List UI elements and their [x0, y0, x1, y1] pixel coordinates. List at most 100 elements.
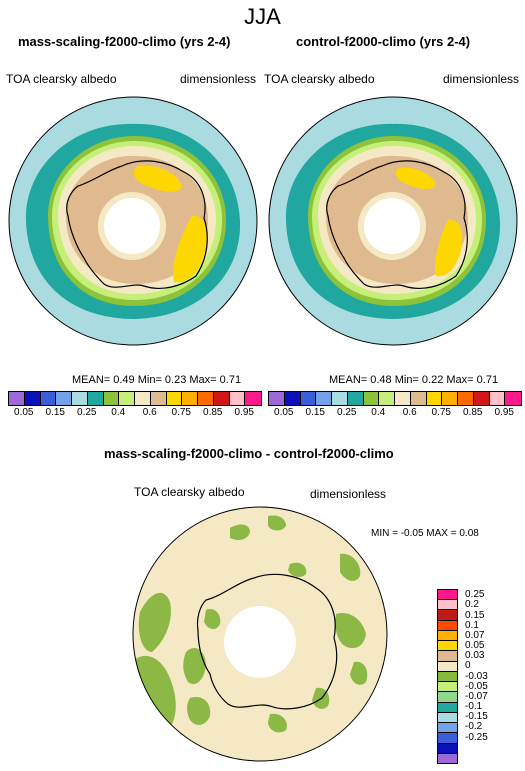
- colorbar-swatch: [438, 630, 457, 642]
- colorbar-tick-label: 0.15: [45, 407, 65, 418]
- colorbar-tick-label: 0.2: [465, 599, 479, 611]
- diff-colorbar: [437, 589, 458, 764]
- colorbar-swatch: [182, 392, 198, 405]
- diff-map-border: [132, 506, 388, 762]
- colorbar-tick-label: -0.2: [465, 721, 483, 733]
- colorbar-swatch: [473, 392, 490, 405]
- map-high-albedo-1: [395, 167, 436, 189]
- map-border: [8, 96, 258, 346]
- colorbar-swatch: [245, 392, 261, 405]
- colorbar-swatch: [198, 392, 214, 405]
- map-pole-hole: [104, 198, 160, 254]
- colorbar-swatch: [87, 392, 104, 405]
- colorbar-swatch: [213, 392, 230, 405]
- colorbar-swatch: [438, 743, 457, 754]
- diff-negative-patches: [133, 515, 368, 733]
- colorbar-tick-label: 0.05: [274, 407, 294, 418]
- colorbar-swatch: [135, 392, 151, 405]
- map-high-albedo-2: [173, 215, 208, 283]
- colorbar-swatch: [438, 651, 457, 662]
- colorbar-tick-label: 0: [465, 660, 471, 672]
- colorbar-tick-label: 0.75: [171, 407, 191, 418]
- diff-pole-hole: [224, 606, 296, 678]
- map-pole-hole: [364, 198, 420, 254]
- colorbar-swatch: [40, 392, 57, 405]
- right-panel-title: control-f2000-climo (yrs 2-4): [296, 34, 471, 49]
- colorbar-swatch: [410, 392, 427, 405]
- colorbar-tick-label: -0.15: [465, 711, 488, 723]
- colorbar-swatch: [284, 392, 301, 405]
- colorbar-tick-label: 0.25: [337, 407, 357, 418]
- colorbar-tick-label: 0.25: [77, 407, 97, 418]
- colorbar-tick-label: 0.15: [305, 407, 325, 418]
- left-stats: MEAN= 0.49 Min= 0.23 Max= 0.71: [72, 374, 242, 386]
- colorbar-swatch: [438, 620, 457, 631]
- colorbar-swatch: [438, 682, 457, 693]
- right-colorbar-ticks: 0.05 0.15 0.25 0.4 0.6 0.75 0.85 0.95: [268, 407, 520, 419]
- colorbar-swatch: [458, 392, 474, 405]
- right-units-label: dimensionless: [443, 72, 520, 86]
- season-title: JJA: [244, 4, 281, 29]
- colorbar-swatch: [438, 692, 457, 703]
- colorbar-tick-label: 0.85: [203, 407, 223, 418]
- colorbar-tick-label: -0.25: [465, 731, 488, 743]
- colorbar-tick-label: 0.05: [14, 407, 34, 418]
- diff-map-coastline: [196, 573, 338, 710]
- right-stats: MEAN= 0.48 Min= 0.22 Max= 0.71: [329, 374, 499, 386]
- map-antarctica-coastline: [326, 160, 468, 289]
- colorbar-swatch: [379, 392, 395, 405]
- colorbar-swatch: [426, 392, 443, 405]
- diff-units-label: dimensionless: [310, 487, 387, 501]
- colorbar-tick-label: 0.95: [234, 407, 254, 418]
- diff-panel-title: mass-scaling-f2000-climo - control-f2000…: [104, 446, 394, 461]
- colorbar-swatch: [72, 392, 88, 405]
- colorbar-swatch: [442, 392, 458, 405]
- colorbar-tick-label: -0.1: [465, 701, 483, 713]
- map-high-albedo-2: [434, 219, 463, 277]
- left-units-label: dimensionless: [180, 72, 257, 86]
- diff-colorbar-ticks: 0.25 0.2 0.15 0.1 0.07 0.05 0.03 0 -0.03 -0.05 -0.…: [465, 589, 505, 762]
- colorbar-tick-label: -0.05: [465, 680, 488, 692]
- colorbar-swatch: [438, 723, 457, 734]
- colorbar-swatch: [269, 392, 285, 405]
- colorbar-swatch: [438, 600, 457, 611]
- colorbar-swatch: [438, 733, 457, 744]
- colorbar-swatch: [24, 392, 41, 405]
- left-polar-map: [8, 96, 258, 346]
- colorbar-swatch: [438, 702, 457, 713]
- colorbar-swatch: [56, 392, 72, 405]
- colorbar-swatch: [438, 610, 457, 621]
- colorbar-swatch: [150, 392, 167, 405]
- colorbar-swatch: [438, 590, 457, 601]
- map-high-albedo-1: [133, 165, 182, 192]
- colorbar-tick-label: 0.75: [431, 407, 451, 418]
- colorbar-swatch: [9, 392, 25, 405]
- colorbar-swatch: [300, 392, 317, 405]
- colorbar-tick-label: 0.85: [463, 407, 483, 418]
- colorbar-tick-label: 0.25: [465, 589, 485, 601]
- right-colorbar: [268, 391, 522, 406]
- diff-minmax: MIN = -0.05 MAX = 0.08: [371, 528, 479, 539]
- colorbar-swatch: [489, 392, 506, 405]
- colorbar-swatch: [347, 392, 364, 405]
- left-field-label: TOA clearsky albedo: [6, 72, 117, 86]
- colorbar-swatch: [119, 392, 135, 405]
- colorbar-tick-label: -0.03: [465, 670, 488, 682]
- colorbar-tick-label: 0.4: [371, 407, 386, 418]
- colorbar-swatch: [332, 392, 348, 405]
- colorbar-swatch: [438, 671, 457, 683]
- colorbar-swatch: [103, 392, 120, 405]
- left-panel-title: mass-scaling-f2000-climo (yrs 2-4): [18, 34, 231, 49]
- map-antarctica-coastline: [66, 160, 208, 289]
- colorbar-swatch: [363, 392, 380, 405]
- left-colorbar-ticks: 0.05 0.15 0.25 0.4 0.6 0.75 0.85 0.95: [8, 407, 260, 419]
- colorbar-swatch: [438, 712, 457, 724]
- colorbar-swatch: [395, 392, 411, 405]
- colorbar-swatch: [438, 641, 457, 652]
- colorbar-swatch: [438, 753, 457, 763]
- colorbar-tick-label: 0.15: [465, 609, 485, 621]
- colorbar-tick-label: 0.03: [465, 650, 485, 662]
- colorbar-swatch: [438, 661, 457, 672]
- colorbar-swatch: [505, 392, 521, 405]
- colorbar-tick-label: -0.07: [465, 690, 488, 702]
